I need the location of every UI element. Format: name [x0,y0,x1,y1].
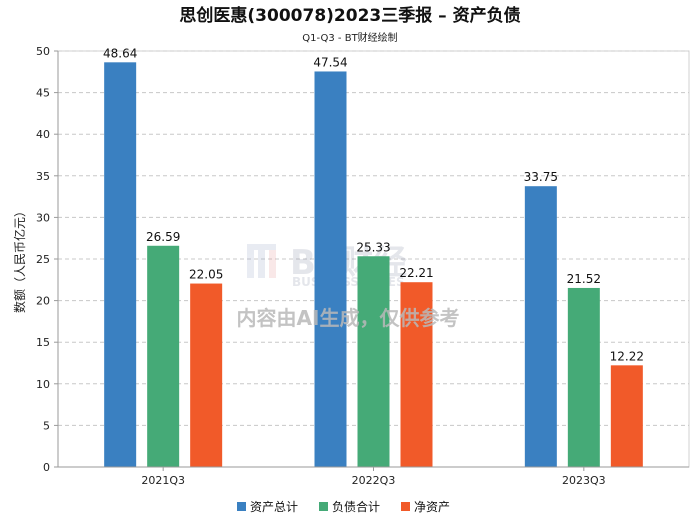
watermark-logo-icon [247,244,276,278]
x-tick-label: 2022Q3 [352,474,396,487]
y-tick-label: 0 [43,461,50,474]
y-axis-label: 数额（人民币亿元） [12,205,27,313]
bar-value-label: 22.21 [399,266,433,280]
chart-title: 思创医惠(300078)2023三季报 – 资产负债 [179,5,520,26]
bar-value-label: 22.05 [189,268,223,282]
bars [104,62,643,468]
watermark-notice: 内容由AI生成，仅供参考 [237,306,460,330]
x-tick-label: 2023Q3 [562,474,606,487]
legend-swatch [401,502,410,511]
y-tick-label: 30 [36,211,50,224]
bar-value-label: 47.54 [313,55,347,69]
bar-2021Q3-净资产 [190,283,223,467]
bar-2021Q3-负债合计 [147,245,180,467]
y-tick-label: 5 [43,419,50,432]
bar-value-label: 26.59 [146,230,180,244]
y-tick-label: 20 [36,295,50,308]
bar-value-label: 12.22 [610,349,644,363]
legend-swatch [319,502,328,511]
bar-value-label: 25.33 [356,240,390,254]
legend: 资产总计 负债合计 净资产 [237,499,450,514]
legend-label: 负债合计 [332,499,380,514]
y-tick-label: 35 [36,170,50,183]
y-tick-label: 25 [36,253,50,266]
bar-2022Q3-负债合计 [357,256,390,467]
y-tick-label: 50 [36,45,50,58]
y-tick-label: 40 [36,128,50,141]
bar-2023Q3-净资产 [610,365,643,467]
y-axis-ticks: 0 5 10 15 20 25 30 35 40 45 50 [36,45,58,474]
chart-subtitle: Q1-Q3 - BT财经绘制 [302,31,397,44]
bar-2022Q3-资产总计 [314,71,347,468]
bar-value-label: 48.64 [103,46,137,60]
legend-label: 资产总计 [250,500,298,514]
x-axis-ticks: 2021Q3 2022Q3 2023Q3 [141,467,606,487]
bar-2021Q3-资产总计 [104,62,137,468]
y-tick-label: 10 [36,378,50,391]
bar-2022Q3-净资产 [400,282,433,467]
bar-2023Q3-负债合计 [567,287,600,467]
bar-value-label: 21.52 [567,272,601,286]
bar-2023Q3-资产总计 [524,186,557,467]
bar-data-labels: 48.64 26.59 22.05 47.54 25.33 22.21 33.75 21.52… [103,46,644,363]
legend-label: 净资产 [414,500,450,514]
y-tick-label: 45 [36,87,50,100]
x-tick-label: 2021Q3 [141,474,185,487]
legend-swatch [237,502,246,511]
y-tick-label: 15 [36,336,50,349]
bar-value-label: 33.75 [524,170,558,184]
